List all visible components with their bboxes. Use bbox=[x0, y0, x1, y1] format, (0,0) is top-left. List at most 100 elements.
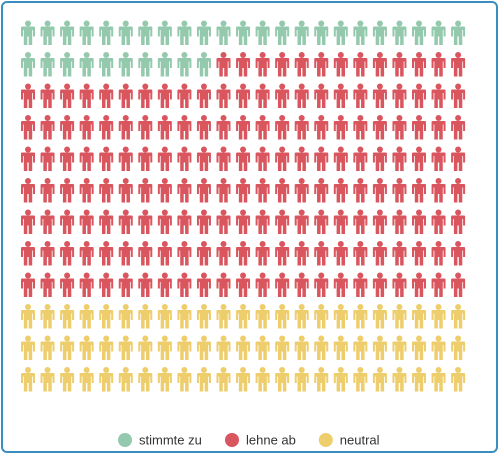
person-icon bbox=[79, 335, 94, 360]
person-icon bbox=[138, 52, 153, 77]
person-icon bbox=[255, 178, 270, 203]
person-icon bbox=[353, 272, 368, 297]
person-icon bbox=[177, 272, 192, 297]
person-icon bbox=[333, 335, 348, 360]
person-icon bbox=[392, 367, 407, 392]
person-icon bbox=[451, 178, 466, 203]
person-icon bbox=[216, 241, 231, 266]
person-icon bbox=[118, 304, 133, 329]
person-icon bbox=[177, 178, 192, 203]
person-icon bbox=[99, 272, 114, 297]
person-icon bbox=[60, 20, 75, 45]
person-icon bbox=[275, 335, 290, 360]
person-icon bbox=[177, 241, 192, 266]
person-icon bbox=[157, 20, 172, 45]
person-icon bbox=[314, 178, 329, 203]
person-icon bbox=[118, 272, 133, 297]
person-icon bbox=[431, 83, 446, 108]
person-icon bbox=[157, 146, 172, 171]
person-icon bbox=[99, 115, 114, 140]
person-icon bbox=[314, 20, 329, 45]
person-icon bbox=[451, 52, 466, 77]
person-icon bbox=[21, 241, 35, 266]
person-icon bbox=[372, 335, 387, 360]
person-icon bbox=[177, 367, 192, 392]
person-icon bbox=[177, 115, 192, 140]
person-icon bbox=[314, 272, 329, 297]
person-icon bbox=[138, 146, 153, 171]
person-icon bbox=[118, 115, 133, 140]
person-icon bbox=[138, 241, 153, 266]
person-icon bbox=[255, 146, 270, 171]
person-icon bbox=[60, 335, 75, 360]
person-icon bbox=[21, 209, 35, 234]
person-icon bbox=[216, 335, 231, 360]
person-icon bbox=[372, 304, 387, 329]
person-icon bbox=[451, 146, 466, 171]
person-icon bbox=[236, 241, 251, 266]
person-icon bbox=[21, 178, 35, 203]
person-icon bbox=[79, 20, 94, 45]
person-icon bbox=[216, 115, 231, 140]
person-icon bbox=[21, 115, 35, 140]
person-icon bbox=[40, 304, 55, 329]
person-icon bbox=[372, 272, 387, 297]
person-icon bbox=[314, 83, 329, 108]
person-icon bbox=[177, 52, 192, 77]
person-icon bbox=[333, 178, 348, 203]
person-icon bbox=[392, 304, 407, 329]
person-icon bbox=[21, 83, 35, 108]
person-icon bbox=[372, 209, 387, 234]
person-icon bbox=[196, 209, 211, 234]
person-icon bbox=[275, 83, 290, 108]
person-icon bbox=[412, 115, 426, 140]
person-icon bbox=[412, 272, 426, 297]
person-icon bbox=[99, 209, 114, 234]
person-icon bbox=[60, 146, 75, 171]
legend-label: neutral bbox=[340, 433, 380, 448]
person-icon bbox=[99, 20, 114, 45]
person-icon bbox=[412, 83, 426, 108]
legend-label: stimmte zu bbox=[139, 433, 202, 448]
person-icon bbox=[79, 367, 94, 392]
person-icon bbox=[157, 272, 172, 297]
person-icon bbox=[431, 272, 446, 297]
person-icon bbox=[177, 335, 192, 360]
person-icon bbox=[353, 146, 368, 171]
person-icon bbox=[157, 304, 172, 329]
person-icon bbox=[314, 146, 329, 171]
person-icon bbox=[412, 146, 426, 171]
person-icon bbox=[79, 272, 94, 297]
person-icon bbox=[372, 146, 387, 171]
legend-swatch bbox=[318, 433, 333, 447]
person-icon bbox=[40, 115, 55, 140]
person-icon bbox=[314, 209, 329, 234]
person-icon bbox=[412, 178, 426, 203]
person-icon bbox=[157, 52, 172, 77]
person-icon bbox=[392, 115, 407, 140]
person-icon bbox=[412, 304, 426, 329]
person-icon bbox=[333, 367, 348, 392]
person-icon bbox=[333, 304, 348, 329]
person-icon bbox=[314, 241, 329, 266]
person-icon bbox=[392, 335, 407, 360]
person-icon bbox=[40, 241, 55, 266]
person-icon bbox=[138, 335, 153, 360]
person-icon bbox=[40, 209, 55, 234]
person-icon bbox=[275, 367, 290, 392]
person-icon bbox=[275, 178, 290, 203]
person-icon bbox=[333, 115, 348, 140]
person-icon bbox=[431, 20, 446, 45]
legend-item: neutral bbox=[318, 433, 380, 448]
person-icon bbox=[216, 178, 231, 203]
legend-swatch bbox=[118, 433, 132, 447]
person-icon bbox=[138, 304, 153, 329]
person-icon bbox=[314, 335, 329, 360]
person-icon bbox=[255, 83, 270, 108]
person-icon bbox=[333, 241, 348, 266]
person-icon bbox=[177, 209, 192, 234]
person-icon bbox=[236, 115, 251, 140]
person-icon bbox=[451, 115, 466, 140]
person-icon bbox=[431, 146, 446, 171]
person-icon bbox=[353, 367, 368, 392]
